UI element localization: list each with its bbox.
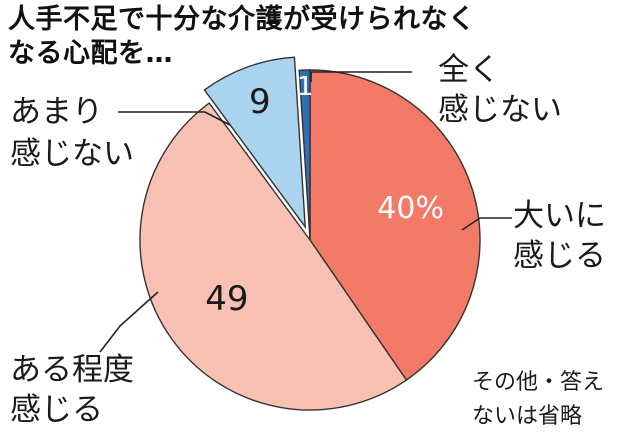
label-somewhat-line-2: 感じる — [10, 392, 103, 428]
value-label-somewhat: 49 — [205, 279, 248, 319]
value-label-strongly: 40% — [377, 191, 444, 226]
leader-line-strongly — [461, 217, 512, 231]
label-not-much-line-2: 感じない — [10, 136, 134, 172]
label-strongly-line-1: 大いに — [513, 198, 606, 234]
slice-value-labels: 40% 49 9 1 — [205, 72, 444, 319]
label-not-at-all-line-1: 全く — [438, 52, 500, 88]
chart-title-line-1: 人手不足で十分な介護が受けられなく — [8, 4, 476, 35]
slice-somewhat — [139, 102, 408, 411]
leader-line-not-much — [118, 111, 231, 126]
label-strongly-line-2: 感じる — [513, 238, 606, 274]
note-line-2: ないは省略 — [472, 404, 583, 429]
pie-slices — [139, 56, 481, 411]
slice-not-at-all — [298, 69, 311, 241]
note-line-1: その他・答え — [472, 370, 605, 395]
label-not-at-all-line-2: 感じない — [438, 92, 562, 128]
value-label-not-much: 9 — [249, 82, 271, 122]
label-not-much-line-1: あまり — [10, 94, 103, 130]
leader-line-not-at-all — [310, 71, 412, 82]
label-somewhat-line-1: ある程度 — [10, 352, 134, 388]
leader-line-somewhat — [99, 291, 159, 353]
chart-title-line-2: なる心配を… — [8, 38, 173, 69]
value-label-not-at-all: 1 — [297, 72, 314, 102]
slice-strongly — [309, 69, 481, 381]
leader-lines — [99, 71, 512, 353]
slice-not-much — [203, 56, 307, 230]
